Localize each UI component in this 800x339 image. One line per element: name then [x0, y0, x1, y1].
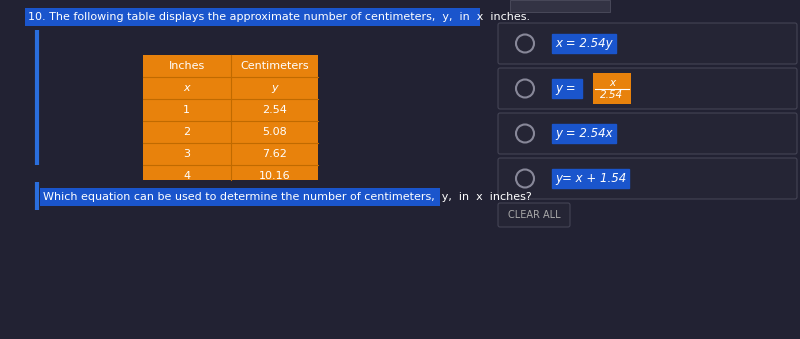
FancyBboxPatch shape [498, 23, 797, 64]
Text: 3: 3 [183, 149, 190, 159]
Text: y =: y = [555, 82, 579, 95]
FancyBboxPatch shape [498, 113, 797, 154]
Text: y = 2.54x: y = 2.54x [555, 127, 613, 140]
Text: 10.16: 10.16 [258, 171, 290, 181]
Text: 2.54: 2.54 [601, 90, 623, 100]
Text: 10. The following table displays the approximate number of centimeters,  y,  in : 10. The following table displays the app… [28, 12, 530, 22]
Text: 2.54: 2.54 [262, 105, 286, 115]
Bar [40, 188, 440, 206]
FancyBboxPatch shape [498, 158, 797, 199]
FancyBboxPatch shape [498, 68, 797, 109]
Text: x: x [609, 78, 615, 88]
Text: CLEAR ALL: CLEAR ALL [508, 210, 560, 220]
Text: 7.62: 7.62 [262, 149, 286, 159]
FancyBboxPatch shape [498, 203, 570, 227]
Bar [593, 73, 631, 104]
Text: 4: 4 [183, 171, 190, 181]
Text: Centimeters: Centimeters [240, 61, 309, 71]
Text: 2: 2 [183, 127, 190, 137]
Text: y= x + 1.54: y= x + 1.54 [555, 172, 626, 185]
Text: Inches: Inches [169, 61, 205, 71]
Text: x: x [183, 83, 190, 93]
Text: y: y [271, 83, 278, 93]
Bar [510, 0, 610, 12]
Text: 1: 1 [183, 105, 190, 115]
Text: 5.08: 5.08 [262, 127, 286, 137]
Text: Which equation can be used to determine the number of centimeters,  y,  in  x  i: Which equation can be used to determine … [43, 192, 532, 202]
Bar [25, 8, 480, 26]
Text: x = 2.54y: x = 2.54y [555, 37, 613, 50]
Bar [143, 55, 318, 180]
